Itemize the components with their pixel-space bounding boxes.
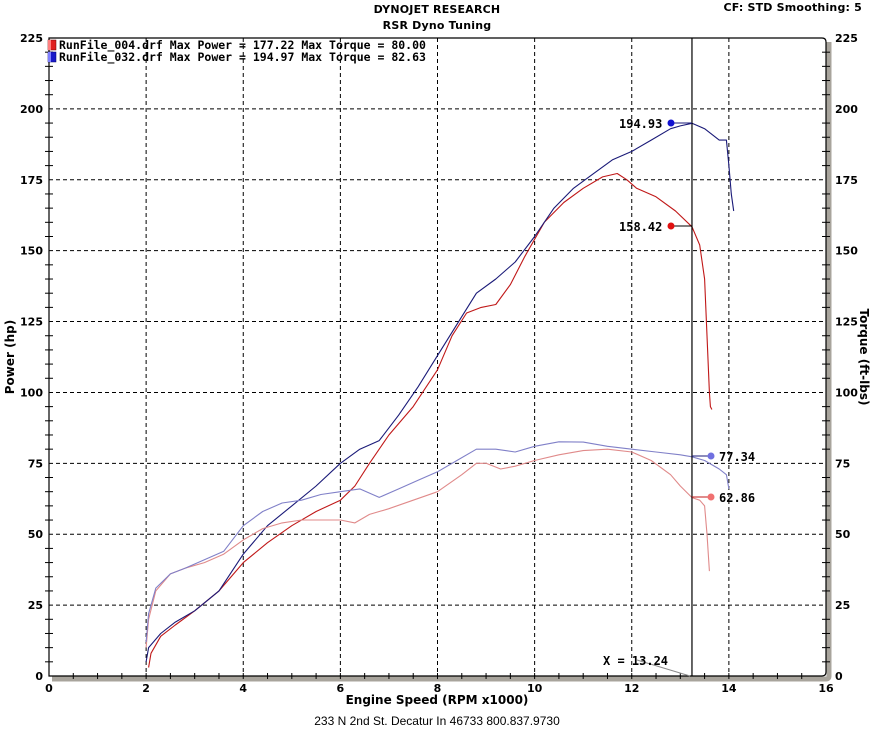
data-series — [145, 122, 735, 668]
y-right-tick-label: 0 — [835, 670, 843, 683]
y-left-tick-label: 125 — [20, 316, 43, 329]
footer-address: 233 N 2nd St. Decatur In 46733 800.837.9… — [314, 714, 560, 728]
x-tick-label: 0 — [45, 682, 53, 695]
x-tick-label: 10 — [527, 682, 543, 695]
y-right-tick-label: 150 — [835, 245, 858, 258]
plot-frame — [48, 37, 832, 682]
series-line-3 — [145, 441, 730, 643]
series-line-1 — [145, 122, 735, 662]
chart-title: DYNOJET RESEARCH — [373, 3, 501, 16]
y-axis-right-title: Torque (ft-lbs) — [857, 309, 871, 406]
y-right-tick-label: 50 — [835, 528, 851, 541]
x-tick-label: 14 — [721, 682, 737, 695]
y-axis-left-title: Power (hp) — [3, 320, 17, 394]
y-right-tick-label: 25 — [835, 599, 850, 612]
y-right-tick-label: 75 — [835, 457, 850, 470]
x-axis-tick-labels: 0 2 4 6 8 10 12 14 16 — [45, 682, 834, 695]
y-left-tick-label: 25 — [28, 599, 43, 612]
x-tick-label: 4 — [239, 682, 247, 695]
marker-run004-torque — [707, 493, 715, 501]
x-axis-title: Engine Speed (RPM x1000) — [346, 693, 529, 707]
y-right-tick-label: 125 — [835, 316, 858, 329]
cursor-pointer — [636, 659, 691, 677]
y-left-tick-label: 225 — [20, 32, 43, 45]
run004-torque-value: 62.86 — [719, 491, 755, 505]
series-line-0 — [148, 172, 713, 668]
x-tick-label: 6 — [337, 682, 345, 695]
chart-subtitle: RSR Dyno Tuning — [382, 19, 492, 32]
y-left-tick-label: 0 — [35, 670, 43, 683]
series-line-2 — [145, 448, 710, 648]
legend-item-run032[interactable]: RunFile_032.drf Max Power = 194.97 Max T… — [47, 50, 426, 65]
y-left-tick-label: 150 — [20, 245, 43, 258]
cursor-x-readout: X = 13.24 — [603, 654, 668, 668]
y-right-tick-label: 100 — [835, 386, 858, 399]
y-left-tick-label: 75 — [28, 457, 43, 470]
x-tick-label: 2 — [142, 682, 150, 695]
legend-label-run004: RunFile_004.drf Max Power = 177.22 Max T… — [59, 38, 426, 53]
run004-power-value: 158.42 — [619, 220, 662, 234]
legend: RunFile_004.drf Max Power = 177.22 Max T… — [47, 38, 426, 65]
y-axis-left-tick-labels: 0 25 50 75 100 125 150 175 200 225 — [20, 32, 43, 683]
y-left-tick-label: 50 — [28, 528, 44, 541]
marker-run004-power — [667, 222, 675, 230]
y-left-tick-label: 100 — [20, 386, 43, 399]
y-axis-right-tick-labels: 0 25 50 75 100 125 150 175 200 225 — [835, 32, 858, 683]
marker-run032-power — [667, 119, 675, 127]
y-right-tick-label: 200 — [835, 103, 858, 116]
y-right-tick-label: 175 — [835, 174, 858, 187]
legend-label-run032: RunFile_032.drf Max Power = 194.97 Max T… — [59, 50, 426, 65]
x-tick-label: 8 — [434, 682, 442, 695]
axis-ticks — [45, 51, 830, 679]
marker-run032-torque — [707, 452, 715, 460]
grid-lines — [49, 38, 826, 676]
cursor-annotations: 194.93 158.42 77.34 62.86 — [619, 117, 755, 505]
run032-torque-value: 77.34 — [719, 450, 755, 464]
y-left-tick-label: 200 — [20, 103, 43, 116]
legend-item-run004[interactable]: RunFile_004.drf Max Power = 177.22 Max T… — [47, 38, 426, 53]
x-tick-label: 12 — [624, 682, 639, 695]
y-right-tick-label: 225 — [835, 32, 858, 45]
x-tick-label: 16 — [818, 682, 834, 695]
correction-settings: CF: STD Smoothing: 5 — [723, 1, 862, 14]
y-left-tick-label: 175 — [20, 174, 43, 187]
run032-power-value: 194.93 — [619, 117, 662, 131]
